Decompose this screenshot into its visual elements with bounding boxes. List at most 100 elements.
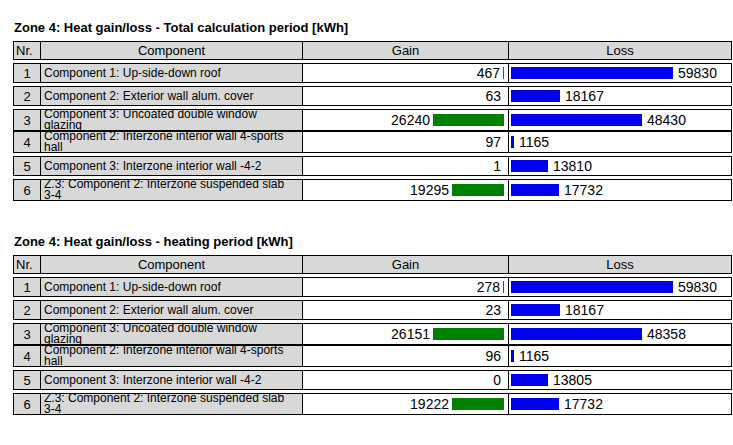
gain-value: 23 bbox=[485, 302, 501, 318]
gain-value: 278 bbox=[477, 279, 500, 295]
gain-cell: 467 bbox=[303, 64, 509, 82]
gain-bar bbox=[452, 398, 504, 410]
gain-cell: 97 bbox=[303, 132, 509, 152]
table-row: 1Component 1: Up-side-down roof467 59830 bbox=[13, 63, 732, 83]
row-number-cell: 1 bbox=[14, 278, 41, 296]
report-page: Zone 4: Heat gain/loss - Total calculati… bbox=[0, 0, 733, 445]
component-name: Component 2: Interzone interior wall 4-s… bbox=[44, 346, 283, 366]
column-header-nr: Nr. bbox=[14, 42, 41, 59]
table-title: Zone 4: Heat gain/loss - heating period … bbox=[14, 234, 732, 249]
gain-value: 26240 bbox=[391, 112, 430, 128]
row-number-cell: 6 bbox=[14, 180, 41, 200]
gain-value: 97 bbox=[485, 134, 501, 150]
table-header-row: Nr. Component Gain Loss bbox=[13, 41, 732, 60]
row-number: 2 bbox=[23, 89, 30, 104]
loss-cell: 17732 bbox=[509, 180, 731, 200]
loss-bar bbox=[511, 398, 559, 410]
row-number: 6 bbox=[23, 183, 30, 198]
gain-value: 26151 bbox=[391, 326, 430, 342]
loss-cell: 13810 bbox=[509, 157, 731, 175]
loss-cell: 1165 bbox=[509, 132, 731, 152]
loss-bar bbox=[511, 304, 560, 316]
component-name: Z.3: Component 2: Interzone suspended sl… bbox=[44, 394, 284, 414]
row-number-cell: 2 bbox=[14, 301, 41, 319]
loss-value: 59830 bbox=[678, 279, 717, 295]
component-cell: Component 3: Interzone interior wall -4-… bbox=[41, 371, 303, 389]
loss-bar bbox=[511, 328, 642, 340]
loss-bar bbox=[511, 350, 514, 362]
loss-value: 17732 bbox=[564, 396, 603, 412]
column-header-gain: Gain bbox=[303, 42, 509, 59]
loss-bar bbox=[511, 281, 673, 293]
row-number: 4 bbox=[23, 135, 30, 150]
table-row: 3 Component 3: Uncoated double window gla… bbox=[13, 323, 732, 345]
loss-bar bbox=[511, 136, 514, 148]
row-number: 4 bbox=[23, 349, 30, 364]
row-number-cell: 1 bbox=[14, 64, 41, 82]
gain-bar bbox=[433, 328, 504, 340]
table-row: 2 Component 2: Exterior wall alum. cover 6… bbox=[13, 86, 732, 106]
component-cell: Component 2: Exterior wall alum. cover bbox=[41, 301, 303, 319]
row-number-cell: 4 bbox=[14, 132, 41, 152]
gain-bar bbox=[433, 114, 504, 126]
gain-value: 63 bbox=[485, 88, 501, 104]
component-name: Component 3: Uncoated double window glaz… bbox=[44, 324, 257, 344]
column-header-component: Component bbox=[41, 256, 303, 273]
component-cell: Component 3: Interzone interior wall -4-… bbox=[41, 157, 303, 175]
component-cell: Component 3: Uncoated double window glaz… bbox=[41, 324, 303, 344]
row-number: 1 bbox=[23, 280, 30, 295]
row-number: 5 bbox=[23, 159, 30, 174]
component-cell: Component 2: Interzone interior wall 4-s… bbox=[41, 132, 303, 152]
row-number-cell: 6 bbox=[14, 394, 41, 414]
component-name: Component 1: Up-side-down roof bbox=[44, 282, 221, 293]
component-cell: Component 2: Interzone interior wall 4-s… bbox=[41, 346, 303, 366]
component-cell: Component 2: Exterior wall alum. cover bbox=[41, 87, 303, 105]
gain-bar bbox=[503, 281, 504, 293]
gain-cell: 19222 bbox=[303, 394, 509, 414]
loss-cell: 1165 bbox=[509, 346, 731, 366]
table-row: 3Component 3: Uncoated double window gla… bbox=[13, 109, 732, 131]
row-number-cell: 3 bbox=[14, 324, 41, 344]
gain-cell: 26151 bbox=[303, 324, 509, 344]
gain-cell: 23 bbox=[303, 301, 509, 319]
loss-cell: 18167 bbox=[509, 87, 731, 105]
loss-value: 17732 bbox=[564, 182, 603, 198]
loss-bar bbox=[511, 90, 560, 102]
table-row: 4 Component 2: Interzone interior wall 4-… bbox=[13, 131, 732, 153]
row-number-cell: 3 bbox=[14, 110, 41, 130]
loss-cell: 59830 bbox=[509, 64, 731, 82]
column-header-gain: Gain bbox=[303, 256, 509, 273]
gain-bar bbox=[452, 184, 504, 196]
table-header-row: Nr. Component Gain Loss bbox=[13, 255, 732, 274]
loss-value: 48358 bbox=[647, 326, 686, 342]
gain-cell: 0 bbox=[303, 371, 509, 389]
table-title: Zone 4: Heat gain/loss - Total calculati… bbox=[14, 20, 732, 35]
gain-value: 96 bbox=[485, 348, 501, 364]
component-name: Component 3: Interzone interior wall -4-… bbox=[44, 161, 261, 172]
row-number-cell: 4 bbox=[14, 346, 41, 366]
loss-value: 1165 bbox=[519, 348, 549, 364]
component-name: Component 2: Exterior wall alum. cover bbox=[44, 91, 253, 102]
loss-value: 59830 bbox=[678, 65, 717, 81]
row-number: 2 bbox=[23, 303, 30, 318]
loss-bar bbox=[511, 114, 642, 126]
column-header-loss: Loss bbox=[509, 256, 731, 273]
loss-cell: 17732 bbox=[509, 394, 731, 414]
loss-bar bbox=[511, 374, 548, 386]
table-row: 6Z.3: Component 2: Interzone suspended s… bbox=[13, 393, 732, 415]
row-number: 3 bbox=[23, 327, 30, 342]
row-number: 3 bbox=[23, 113, 30, 128]
row-number: 5 bbox=[23, 373, 30, 388]
gain-cell: 1 bbox=[303, 157, 509, 175]
component-cell: Component 1: Up-side-down roof bbox=[41, 278, 303, 296]
loss-value: 48430 bbox=[647, 112, 686, 128]
loss-value: 1165 bbox=[519, 134, 549, 150]
loss-cell: 18167 bbox=[509, 301, 731, 319]
column-header-loss: Loss bbox=[509, 42, 731, 59]
table-row: 5 Component 3: Interzone interior wall -4… bbox=[13, 370, 732, 390]
gain-cell: 26240 bbox=[303, 110, 509, 130]
loss-cell: 48430 bbox=[509, 110, 731, 130]
loss-bar bbox=[511, 184, 559, 196]
component-cell: Component 1: Up-side-down roof bbox=[41, 64, 303, 82]
gain-cell: 96 bbox=[303, 346, 509, 366]
